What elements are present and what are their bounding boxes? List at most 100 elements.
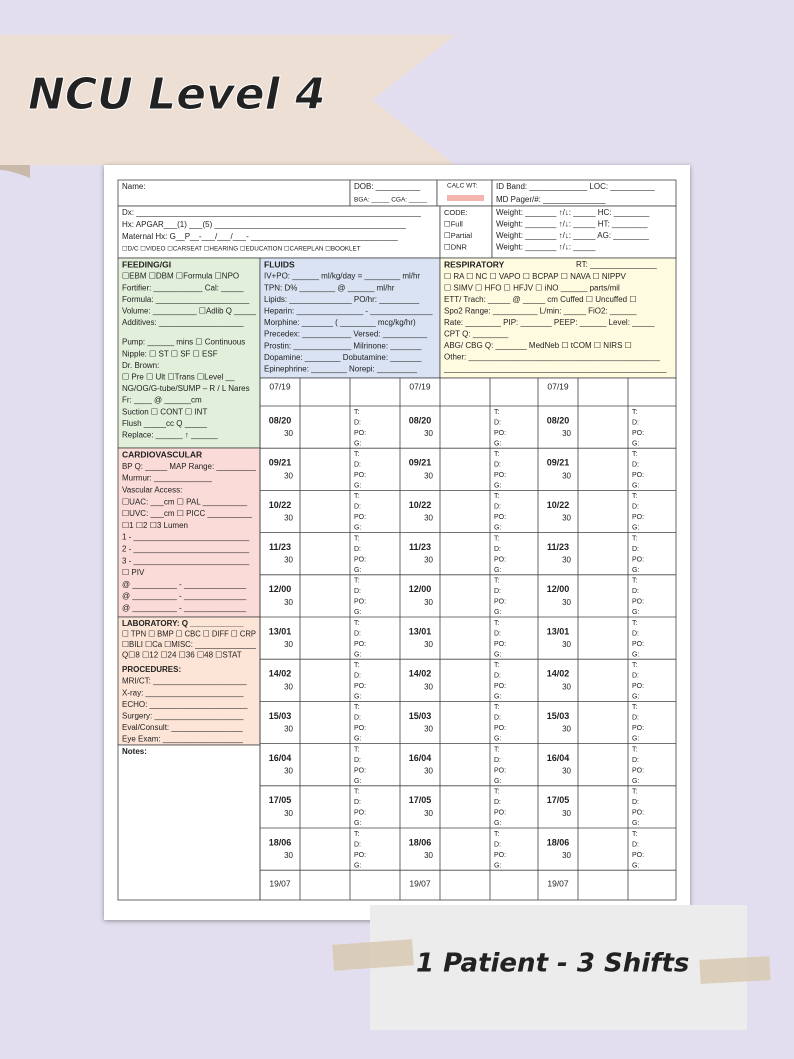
- row-label: T:: [494, 831, 500, 838]
- time-label: 18/06: [547, 837, 570, 847]
- time-label: 12/00: [547, 584, 570, 594]
- form-text: Weight: _______ ↑/↓: _____ HC: ________: [496, 208, 650, 217]
- row-label: T:: [632, 409, 638, 416]
- time-label: 14/02: [547, 669, 570, 679]
- section: [117, 744, 261, 901]
- row-label: G:: [354, 483, 361, 490]
- row-label: PO:: [632, 810, 644, 817]
- form-text: Heparin: _______________ - _____________…: [264, 307, 433, 316]
- form-text: PROCEDURES:: [122, 665, 181, 674]
- form-text: LABORATORY: Q ____________: [122, 619, 244, 628]
- row-label: PO:: [354, 472, 366, 479]
- time-sub: 30: [562, 851, 571, 860]
- time-sub: 30: [284, 514, 293, 523]
- time-label: 11/23: [269, 542, 291, 552]
- form-text: ☐Full: [444, 219, 463, 228]
- row-label: PO:: [494, 767, 506, 774]
- form-text: Lipids: ______________ PO/hr: _________: [264, 295, 420, 304]
- row-label: T:: [632, 704, 638, 711]
- time-label: 07/19: [547, 381, 569, 391]
- time-label: 10/22: [409, 500, 432, 510]
- time-grid: [259, 377, 677, 901]
- row-label: D:: [354, 588, 361, 595]
- time-label: 09/21: [269, 458, 292, 468]
- time-label: 17/05: [269, 795, 292, 805]
- row-label: T:: [354, 662, 360, 669]
- row-label: T:: [632, 535, 638, 542]
- form-text: CODE:: [444, 208, 468, 217]
- row-label: D:: [494, 757, 501, 764]
- section: [439, 257, 677, 379]
- form-text: Murmur: _____________: [122, 474, 212, 483]
- form-text: Q☐8 ☐12 ☐24 ☐36 ☐48 ☐STAT: [122, 651, 242, 660]
- row-label: G:: [632, 778, 639, 785]
- row-label: T:: [354, 831, 360, 838]
- row-label: PO:: [494, 514, 506, 521]
- row-label: G:: [632, 651, 639, 658]
- row-label: G:: [354, 567, 361, 574]
- row-label: T:: [354, 493, 360, 500]
- form-text: RT: _______________: [576, 260, 657, 269]
- row-label: D:: [632, 799, 639, 806]
- row-label: T:: [354, 620, 360, 627]
- row-label: D:: [354, 673, 361, 680]
- row-label: D:: [494, 588, 501, 595]
- form-text: 3 - __________________________: [122, 556, 250, 565]
- row-label: D:: [632, 419, 639, 426]
- form-text: Surgery: ____________________: [122, 712, 244, 721]
- row-label: PO:: [632, 725, 644, 732]
- form-text: X-ray: ______________________: [122, 688, 244, 697]
- form-text: ☐Partial: [444, 231, 472, 240]
- row-label: T:: [632, 493, 638, 500]
- form-text: ☐BILI ☐Ca ☐MISC: ______________: [122, 640, 257, 649]
- form-text: Spo2 Range: __________ L/min: _____ FiO2…: [444, 307, 637, 316]
- time-label: 17/05: [547, 795, 570, 805]
- time-sub: 30: [284, 809, 293, 818]
- form-text: ☐ SIMV ☐ HFO ☐ HFJV ☐ iNO ______ parts/m…: [444, 284, 620, 293]
- time-label: 07/19: [269, 381, 291, 391]
- row-label: D:: [632, 715, 639, 722]
- row-label: D:: [354, 546, 361, 553]
- time-label: 09/21: [409, 458, 432, 468]
- row-label: T:: [354, 704, 360, 711]
- time-sub: 30: [424, 767, 433, 776]
- time-label: 16/04: [547, 753, 570, 763]
- form-text: Vascular Access:: [122, 486, 182, 495]
- form-text: RESPIRATORY: [444, 259, 505, 269]
- form-text: Dopamine: ________ Dobutamine: _______: [264, 353, 422, 362]
- time-sub: 30: [424, 598, 433, 607]
- row-label: PO:: [354, 810, 366, 817]
- row-label: PO:: [494, 810, 506, 817]
- calc-wt-box: [447, 195, 484, 201]
- row-label: G:: [632, 440, 639, 447]
- row-label: T:: [494, 451, 500, 458]
- row-label: PO:: [354, 556, 366, 563]
- time-label: 08/20: [269, 415, 292, 425]
- form-text: Name:: [122, 182, 146, 191]
- time-label: 11/23: [409, 542, 431, 552]
- row-label: PO:: [354, 514, 366, 521]
- row-label: PO:: [354, 641, 366, 648]
- row-label: T:: [494, 578, 500, 585]
- time-label: 19/07: [269, 878, 291, 888]
- form-text: BGA: _____ CGA: _____: [354, 197, 427, 204]
- time-label: 08/20: [547, 415, 570, 425]
- time-label: 16/04: [409, 753, 432, 763]
- row-label: G:: [494, 820, 501, 827]
- time-sub: 30: [424, 640, 433, 649]
- form-text: ECHO: ______________________: [122, 700, 248, 709]
- row-label: G:: [494, 609, 501, 616]
- row-label: T:: [494, 662, 500, 669]
- row-label: T:: [354, 789, 360, 796]
- form-text: Pump: ______ mins ☐ Continuous: [122, 338, 245, 347]
- form-text: Additives: ___________________: [122, 318, 244, 327]
- form-text: ID Band: _____________ LOC: __________: [496, 182, 655, 191]
- form-text: Suction ☐ CONT ☐ INT: [122, 407, 207, 416]
- row-label: D:: [494, 715, 501, 722]
- form-text: ☐DNR: [444, 242, 468, 251]
- row-label: G:: [494, 694, 501, 701]
- form-text: Weight: _______ ↑/↓: _____: [496, 243, 596, 252]
- tape: [332, 939, 414, 971]
- time-sub: 30: [284, 640, 293, 649]
- form-text: MRI/CT: _____________________: [122, 677, 247, 686]
